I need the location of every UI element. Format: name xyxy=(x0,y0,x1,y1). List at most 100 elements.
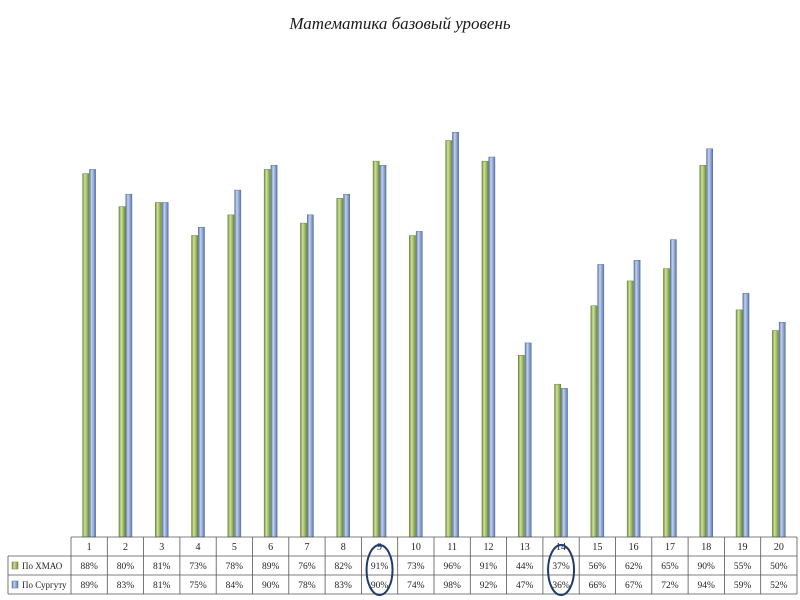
data-label: 50% xyxy=(770,562,788,572)
data-label: 90% xyxy=(698,562,716,572)
category-label: 15 xyxy=(592,542,602,553)
data-label: 37% xyxy=(552,562,570,572)
bar-s2-9 xyxy=(379,165,387,538)
data-label: 56% xyxy=(589,562,607,572)
category-label: 11 xyxy=(447,542,457,553)
data-label: 73% xyxy=(189,562,207,572)
bar-s2-20 xyxy=(778,321,786,538)
highlight-ellipse xyxy=(365,544,394,596)
data-label: 91% xyxy=(480,562,498,572)
data-label: 88% xyxy=(80,562,98,572)
data-label: 89% xyxy=(80,581,98,591)
data-label: 83% xyxy=(117,581,135,591)
data-label: 82% xyxy=(335,562,353,572)
bar-s1-5 xyxy=(227,214,235,538)
data-label: 98% xyxy=(443,581,461,591)
chart-title: Математика базовый уровень xyxy=(289,14,511,33)
series-name: По Сургуту xyxy=(22,580,67,590)
bar-s2-13 xyxy=(524,342,532,538)
bar-s1-17 xyxy=(663,268,670,538)
bar-s2-10 xyxy=(415,231,423,538)
bar-s2-19 xyxy=(742,293,750,538)
highlight-ellipse xyxy=(547,544,576,596)
bar-s1-16 xyxy=(626,280,634,538)
series-name: По ХМАО xyxy=(22,561,63,571)
category-label: 7 xyxy=(304,542,309,553)
category-label: 13 xyxy=(520,542,530,553)
bar-s1-7 xyxy=(300,222,307,538)
data-label: 80% xyxy=(117,562,135,572)
bar-s1-13 xyxy=(518,355,525,538)
data-label: 76% xyxy=(298,562,316,572)
legend-key-1 xyxy=(11,561,19,570)
category-label: 1 xyxy=(87,542,92,553)
bar-s2-15 xyxy=(597,264,605,538)
bar-s2-5 xyxy=(234,189,242,538)
bar-s2-8 xyxy=(343,193,350,538)
category-label: 5 xyxy=(232,542,237,553)
category-label: 2 xyxy=(123,542,128,553)
data-label: 47% xyxy=(516,581,534,591)
bar-s2-14 xyxy=(561,388,568,538)
bar-s1-12 xyxy=(481,160,489,538)
bar-s2-2 xyxy=(125,193,133,538)
bar-s2-16 xyxy=(633,260,641,538)
data-label: 91% xyxy=(371,562,389,572)
data-label: 75% xyxy=(189,581,207,591)
bar-s2-12 xyxy=(488,156,496,538)
category-label: 14 xyxy=(556,542,566,553)
bar-s1-3 xyxy=(155,202,162,538)
data-label: 84% xyxy=(226,581,244,591)
bar-s2-1 xyxy=(89,169,96,538)
bar-s2-6 xyxy=(270,165,278,538)
category-label: 17 xyxy=(665,542,675,553)
data-label: 62% xyxy=(625,562,643,572)
bar-s2-17 xyxy=(670,239,677,538)
category-label: 9 xyxy=(377,542,382,553)
category-label: 4 xyxy=(196,542,201,553)
bar-s1-11 xyxy=(445,140,453,538)
category-label: 8 xyxy=(341,542,346,553)
bar-s1-4 xyxy=(191,235,199,538)
data-label: 81% xyxy=(153,581,171,591)
data-label: 78% xyxy=(226,562,244,572)
legend-key-2 xyxy=(11,580,19,589)
data-label: 67% xyxy=(625,581,643,591)
data-label: 94% xyxy=(698,581,716,591)
bar-s1-2 xyxy=(118,206,126,538)
data-label: 90% xyxy=(371,581,389,591)
bar-s2-4 xyxy=(198,227,205,538)
data-label: 52% xyxy=(770,581,788,591)
data-label: 83% xyxy=(335,581,353,591)
data-label: 59% xyxy=(734,581,752,591)
data-label: 73% xyxy=(407,562,425,572)
category-label: 16 xyxy=(629,542,639,553)
data-label: 89% xyxy=(262,562,280,572)
category-label: 12 xyxy=(483,542,493,553)
data-label: 66% xyxy=(589,581,607,591)
bar-s2-18 xyxy=(706,148,713,538)
category-label: 10 xyxy=(411,542,421,553)
data-label: 96% xyxy=(443,562,461,572)
category-label: 20 xyxy=(774,542,784,553)
data-label: 72% xyxy=(661,581,679,591)
bar-s1-1 xyxy=(82,173,90,538)
data-label: 78% xyxy=(298,581,316,591)
data-label: 36% xyxy=(552,581,570,591)
bar-s1-19 xyxy=(735,309,743,538)
data-label: 92% xyxy=(480,581,498,591)
category-label: 6 xyxy=(268,542,273,553)
category-label: 19 xyxy=(738,542,748,553)
data-label: 74% xyxy=(407,581,425,591)
data-label: 81% xyxy=(153,562,171,572)
data-label: 55% xyxy=(734,562,752,572)
bar-s2-3 xyxy=(161,202,169,538)
data-label: 65% xyxy=(661,562,679,572)
data-label: 90% xyxy=(262,581,280,591)
bar-s1-6 xyxy=(263,169,271,538)
bar-s2-7 xyxy=(307,214,314,538)
bar-s1-15 xyxy=(590,305,598,538)
bar-s1-20 xyxy=(772,330,779,538)
bar-s2-11 xyxy=(452,132,459,538)
